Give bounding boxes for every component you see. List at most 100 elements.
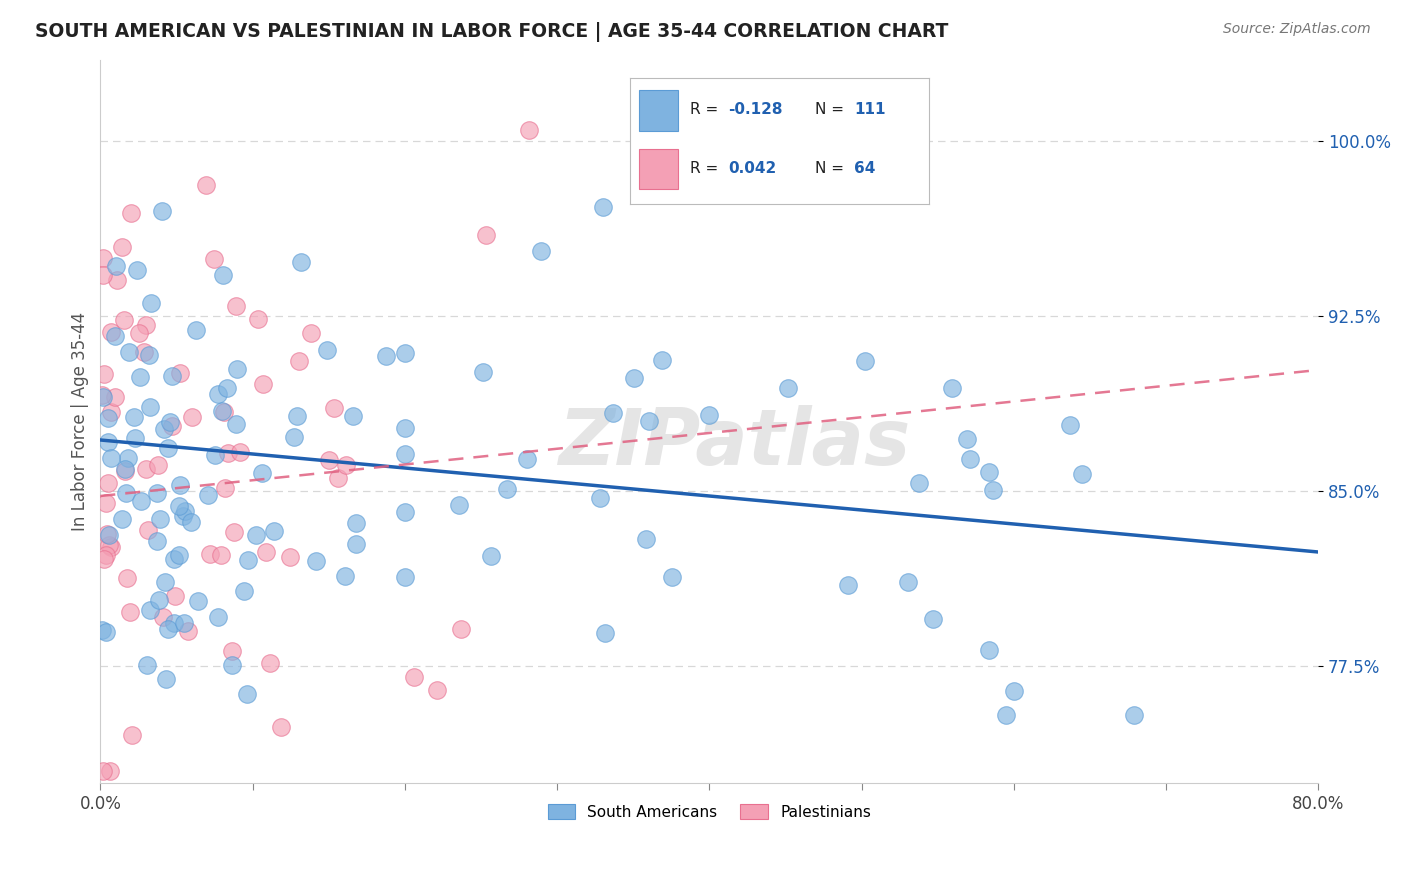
Point [394, 570, 416, 584]
Point [163, 552, 186, 566]
Point [318, 453, 340, 467]
Point [450, 622, 472, 636]
Point [592, 200, 614, 214]
Point [121, 728, 143, 742]
Point [589, 491, 612, 505]
Point [447, 499, 470, 513]
Point [124, 431, 146, 445]
Point [187, 594, 209, 608]
Point [637, 414, 659, 428]
Point [1070, 467, 1092, 481]
Point [479, 549, 502, 563]
Point [97, 435, 120, 450]
Point [323, 401, 346, 416]
Point [217, 381, 239, 395]
Point [90, 388, 112, 402]
Point [98, 764, 121, 779]
Point [530, 244, 553, 259]
Point [181, 410, 204, 425]
Point [93, 367, 115, 381]
Point [238, 553, 260, 567]
Point [173, 616, 195, 631]
Point [120, 206, 142, 220]
Y-axis label: In Labor Force | Age 35-44: In Labor Force | Age 35-44 [72, 312, 89, 531]
Point [344, 537, 367, 551]
Point [153, 422, 176, 436]
Point [100, 451, 122, 466]
Point [180, 515, 202, 529]
Point [1002, 683, 1025, 698]
Point [110, 512, 132, 526]
Point [959, 451, 981, 466]
Point [221, 644, 243, 658]
Point [194, 178, 217, 192]
Point [394, 505, 416, 519]
Point [91, 252, 114, 266]
Point [96, 625, 118, 640]
Point [697, 408, 720, 422]
Point [287, 353, 309, 368]
Point [114, 464, 136, 478]
Point [197, 488, 219, 502]
Point [117, 451, 139, 466]
Point [162, 368, 184, 383]
Point [259, 656, 281, 670]
Point [198, 547, 221, 561]
Point [97, 475, 120, 490]
Point [141, 296, 163, 310]
Point [979, 465, 1001, 479]
Point [1059, 418, 1081, 433]
Point [651, 353, 673, 368]
Point [426, 682, 449, 697]
Point [172, 508, 194, 523]
Point [956, 432, 979, 446]
Point [91, 390, 114, 404]
Point [335, 568, 357, 582]
Point [169, 500, 191, 514]
Point [132, 344, 155, 359]
Point [263, 524, 285, 538]
Point [229, 444, 252, 458]
Point [346, 516, 368, 530]
Point [122, 410, 145, 425]
Point [225, 417, 247, 432]
Point [104, 390, 127, 404]
Point [91, 764, 114, 779]
Point [853, 354, 876, 368]
Point [233, 583, 256, 598]
Legend: South Americans, Palestinians: South Americans, Palestinians [541, 798, 877, 826]
Point [111, 240, 134, 254]
Point [96, 526, 118, 541]
Point [207, 387, 229, 401]
Point [150, 204, 173, 219]
Point [138, 347, 160, 361]
Point [204, 448, 226, 462]
Point [209, 549, 232, 563]
Point [118, 344, 141, 359]
Point [994, 708, 1017, 723]
Point [174, 504, 197, 518]
Point [471, 365, 494, 379]
Point [475, 227, 498, 242]
Point [135, 658, 157, 673]
Point [285, 409, 308, 423]
Point [315, 343, 337, 357]
Point [129, 494, 152, 508]
Point [163, 616, 186, 631]
Point [146, 534, 169, 549]
Text: SOUTH AMERICAN VS PALESTINIAN IN LABOR FORCE | AGE 35-44 CORRELATION CHART: SOUTH AMERICAN VS PALESTINIAN IN LABOR F… [35, 22, 949, 42]
Point [217, 446, 239, 460]
Point [593, 626, 616, 640]
Point [163, 589, 186, 603]
Point [146, 458, 169, 472]
Point [250, 467, 273, 481]
Text: ZIPatlas: ZIPatlas [558, 405, 910, 481]
Point [207, 610, 229, 624]
Point [146, 486, 169, 500]
Point [114, 462, 136, 476]
Point [153, 575, 176, 590]
Point [128, 326, 150, 340]
Point [139, 401, 162, 415]
Point [290, 255, 312, 269]
Point [335, 458, 357, 473]
